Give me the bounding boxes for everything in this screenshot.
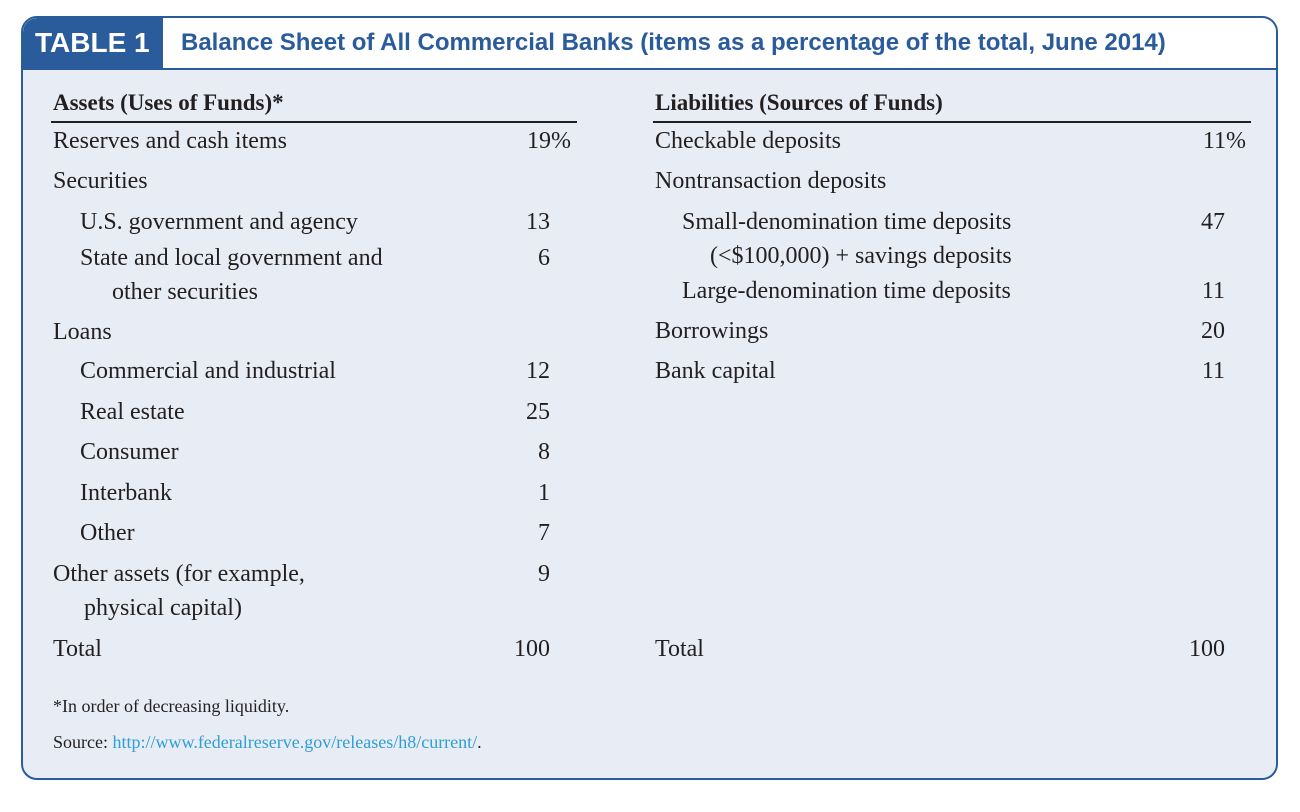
liability-label-large-denom: Large-denomination time deposits	[682, 278, 1011, 304]
asset-label-reserves: Reserves and cash items	[53, 128, 287, 154]
asset-value-consumer: 8	[538, 439, 550, 465]
liability-label-small-denom-cont: (<$100,000) + savings deposits	[710, 243, 1012, 269]
asset-label-state-local-cont: other securities	[112, 279, 258, 305]
liability-value-small-denom: 47	[1201, 209, 1225, 235]
assets-header-rule	[51, 121, 577, 123]
asset-label-us-government: U.S. government and agency	[80, 209, 358, 235]
source-link[interactable]: http://www.federalreserve.gov/releases/h…	[112, 732, 478, 752]
asset-label-state-local: State and local government and	[80, 245, 383, 271]
source-label: Source:	[53, 732, 113, 752]
liability-label-bank-capital: Bank capital	[655, 358, 776, 384]
source-end: .	[477, 732, 482, 752]
asset-label-real-estate: Real estate	[80, 399, 185, 425]
liability-value-total: 100	[1189, 636, 1225, 662]
liability-label-small-denom: Small-denomination time deposits	[682, 209, 1012, 235]
table-number: TABLE 1	[23, 18, 163, 68]
asset-value-real-estate: 25	[526, 399, 550, 425]
asset-value-other-assets: 9	[538, 561, 550, 587]
liability-label-total: Total	[655, 636, 704, 662]
asset-label-commercial: Commercial and industrial	[80, 358, 336, 384]
liability-label-nontransaction: Nontransaction deposits	[655, 168, 887, 194]
liquidity-footnote: *In order of decreasing liquidity.	[53, 696, 290, 716]
liabilities-header-rule	[653, 121, 1251, 123]
asset-label-interbank: Interbank	[80, 480, 172, 506]
asset-value-state-local: 6	[538, 245, 550, 271]
asset-label-other: Other	[80, 520, 135, 546]
liability-value-checkable: 11%	[1202, 128, 1246, 154]
asset-label-securities: Securities	[53, 168, 148, 194]
liability-value-large-denom: 11	[1201, 278, 1225, 304]
table-title: Balance Sheet of All Commercial Banks (i…	[181, 29, 1166, 56]
table-title-bar: TABLE 1 Balance Sheet of All Commercial …	[23, 18, 1276, 70]
asset-value-us-government: 13	[526, 209, 550, 235]
liabilities-header: Liabilities (Sources of Funds)	[655, 90, 943, 115]
liability-label-borrowings: Borrowings	[655, 318, 769, 344]
asset-label-other-assets: Other assets (for example,	[53, 561, 305, 587]
asset-label-total: Total	[53, 636, 102, 662]
balance-sheet-table: TABLE 1 Balance Sheet of All Commercial …	[21, 16, 1278, 780]
assets-header: Assets (Uses of Funds)*	[53, 90, 284, 115]
asset-value-reserves: 19%	[527, 128, 571, 154]
asset-label-other-assets-cont: physical capital)	[84, 595, 242, 621]
asset-label-loans: Loans	[53, 319, 112, 345]
asset-value-total: 100	[514, 636, 550, 662]
liability-value-bank-capital: 11	[1201, 358, 1225, 384]
asset-value-commercial: 12	[526, 358, 550, 384]
asset-label-consumer: Consumer	[80, 439, 179, 465]
source-line: Source: http://www.federalreserve.gov/re…	[53, 732, 482, 753]
asset-value-interbank: 1	[538, 480, 550, 506]
asset-value-other: 7	[538, 520, 550, 546]
liability-label-checkable: Checkable deposits	[655, 128, 841, 154]
liability-value-borrowings: 20	[1201, 318, 1225, 344]
